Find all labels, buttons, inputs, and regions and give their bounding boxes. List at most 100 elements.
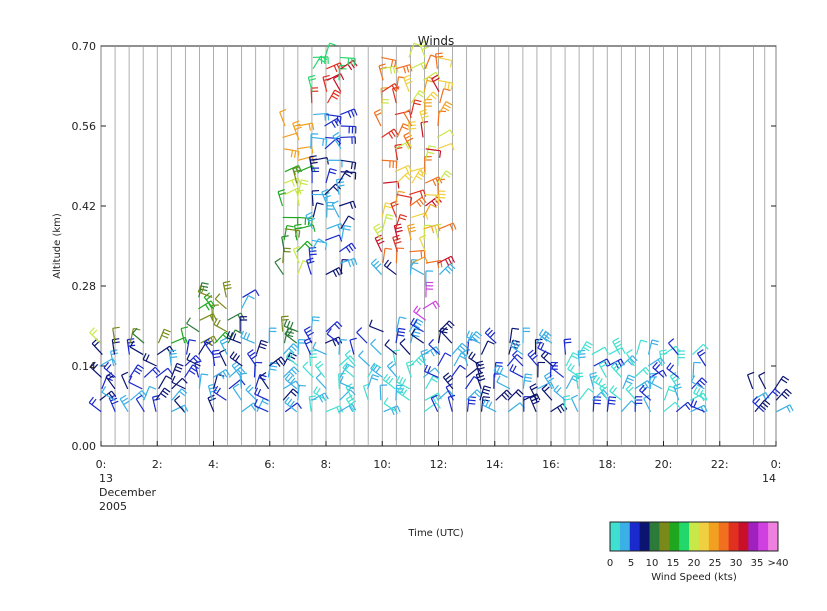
wind-barb-shaft [409, 355, 422, 367]
wind-barb-shaft [746, 374, 754, 390]
wind-barb-flag [225, 369, 231, 376]
wind-barb-shaft [396, 172, 408, 184]
wind-barb-flag [349, 337, 357, 341]
wind-barb-flag [396, 65, 399, 73]
wind-barb-shaft [422, 367, 436, 378]
wind-barb-flag [210, 337, 215, 345]
wind-barb-flag [316, 202, 324, 206]
wind-barb-flag [200, 286, 205, 294]
wind-barb-shaft [293, 225, 298, 241]
wind-barb-flag [174, 395, 181, 401]
wind-barb-flag [293, 246, 301, 250]
wind-barb-flag [351, 403, 357, 411]
wind-barb-flag [301, 179, 309, 183]
wind-barb-flag [348, 244, 354, 252]
wind-barb-flag [392, 349, 400, 352]
wind-barb-flag [652, 361, 658, 368]
wind-barb-flag [278, 192, 286, 196]
wind-barb-flag [337, 224, 341, 232]
wind-barb-flag [396, 375, 401, 383]
wind-barb-flag [163, 328, 171, 333]
wind-barb-flag [571, 394, 578, 399]
wind-barb-flag [180, 326, 189, 330]
wind-barb-shaft [344, 354, 356, 367]
wind-barb-flag [356, 327, 363, 333]
wind-barb-flag [386, 213, 394, 217]
wind-barb-flag [277, 189, 285, 193]
wind-barb-flag [370, 362, 376, 369]
wind-barb-shaft [105, 376, 116, 390]
wind-barb-flag [386, 361, 394, 367]
wind-barb-shaft [370, 343, 382, 355]
wind-barb-shaft [340, 225, 345, 241]
wind-barb-flag [332, 185, 339, 192]
x-tick-label: 16: [542, 458, 560, 471]
wind-barb-shaft [663, 401, 676, 413]
wind-barb-flag [443, 88, 451, 92]
wind-barb-shaft [420, 122, 424, 138]
wind-barb-flag [259, 342, 267, 347]
wind-barb-flag [203, 337, 211, 343]
wind-barb-flag [169, 349, 177, 352]
wind-barb-shaft [309, 156, 313, 172]
wind-barb-shaft [453, 352, 462, 367]
colorbar-segment [679, 522, 690, 551]
wind-barb-flag [328, 171, 336, 175]
wind-barb-flag [350, 259, 355, 267]
wind-barb-flag [280, 356, 286, 363]
wind-barb-shaft [282, 352, 291, 367]
wind-barb-flag [388, 377, 394, 385]
wind-barb-shaft [692, 362, 695, 378]
wind-barb-shaft [308, 248, 312, 264]
wind-barb-shaft [396, 381, 411, 390]
wind-barb-shaft [425, 148, 441, 152]
wind-barb-shaft [170, 363, 178, 378]
wind-barb-shaft [298, 165, 313, 173]
wind-barb-shaft [282, 343, 294, 355]
wind-barb-shaft [332, 78, 342, 93]
wind-barb-flag [445, 170, 453, 176]
wind-barb-flag [348, 405, 354, 413]
wind-barb-shaft [214, 298, 227, 310]
wind-barb-flag [471, 336, 478, 342]
wind-barb-shaft [198, 282, 203, 298]
wind-barb-shaft [383, 265, 397, 276]
wind-barb-shaft [280, 316, 284, 332]
wind-barb-shaft [395, 328, 400, 344]
wind-barb-flag [194, 360, 202, 364]
wind-barb-flag [642, 369, 649, 376]
wind-barb-flag [201, 282, 209, 285]
wind-barb-shaft [213, 391, 227, 401]
wind-barb-flag [421, 196, 427, 204]
wind-barb-flag [119, 394, 127, 400]
wind-barb-flag [483, 388, 491, 392]
wind-barb-shaft [691, 381, 705, 390]
wind-barb-flag [626, 349, 633, 354]
wind-barb-flag [413, 102, 421, 106]
wind-barb-flag [445, 383, 453, 388]
wind-barb-flag [613, 363, 620, 370]
wind-barb-flag [417, 92, 424, 98]
wind-barb-shaft [340, 257, 355, 264]
x-axis: 0: 2: 4: 6: 8: 10: 12: 14: 16: 18: 20: 22: 0: [96, 441, 781, 471]
wind-barb-flag [468, 351, 474, 358]
wind-barb-flag [350, 109, 355, 117]
wind-barb-flag [216, 319, 221, 327]
wind-barb-shaft [424, 145, 430, 161]
wind-barb-shaft [410, 266, 425, 276]
wind-barb-flag [469, 331, 474, 339]
wind-barb-shaft [752, 401, 765, 413]
wind-barb-shaft [171, 377, 183, 390]
wind-barb-shaft [411, 334, 425, 344]
wind-barb-flag [537, 341, 542, 349]
wind-barb-flag [599, 383, 606, 389]
wind-barb-flag [213, 356, 221, 359]
wind-barb-flag [509, 364, 514, 371]
wind-barb-flag [598, 360, 606, 365]
wind-barb-shaft [609, 390, 622, 401]
wind-barb-flag [270, 365, 278, 368]
wind-barb-flag [133, 369, 141, 375]
wind-barb-shaft [563, 339, 567, 355]
wind-barb-shaft [111, 339, 116, 355]
wind-barb-shaft [241, 402, 255, 413]
